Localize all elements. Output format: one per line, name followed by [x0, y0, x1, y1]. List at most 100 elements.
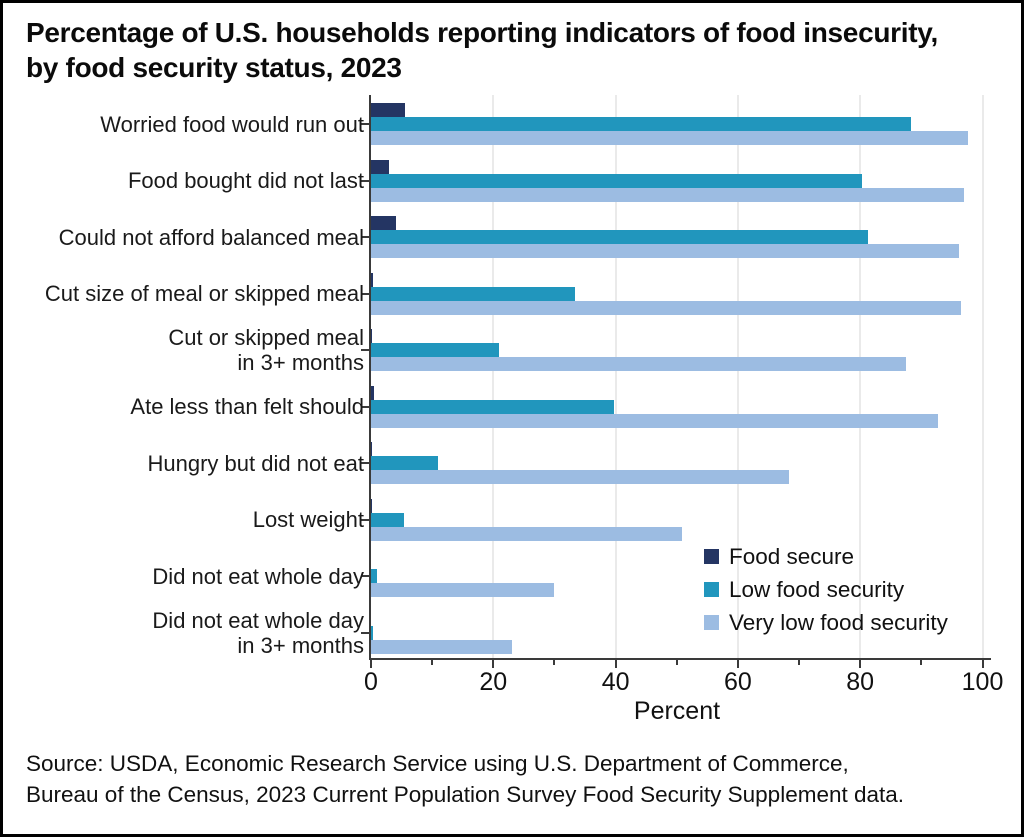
legend-item-low-food-security: Low food security: [704, 573, 948, 606]
category-label-line: Lost weight: [252, 507, 364, 532]
y-tick: [361, 518, 370, 521]
y-tick: [361, 462, 370, 464]
gridline-100: [981, 95, 984, 658]
x-tick-40: [614, 660, 617, 668]
y-tick: [361, 179, 370, 182]
y-tick: [361, 123, 370, 125]
x-minor-tick-30: [553, 660, 556, 665]
x-tick-label-60: 60: [723, 668, 752, 696]
bar-low-food-security-cut-size-of-meal-or-skipped-meal: [371, 286, 576, 301]
bar-very-low-food-security-lost-weight: [371, 526, 683, 541]
category-label-line: in 3+ months: [237, 350, 364, 375]
legend-swatch: [704, 549, 719, 564]
bar-chart: Worried food would run out Food bought di…: [3, 3, 1024, 837]
gridline-40: [614, 95, 617, 658]
bar-food-secure-cut-size-of-meal-or-skipped-meal: [371, 272, 373, 287]
category-label: Cut size of meal or skipped meal: [4, 281, 364, 306]
category-label: Did not eat whole day: [4, 564, 364, 589]
legend-swatch: [704, 582, 719, 597]
x-tick-label-20: 20: [479, 668, 508, 696]
bar-low-food-security-cut-or-skipped-meal: [371, 343, 499, 357]
bar-food-secure-lost-weight: [371, 498, 372, 513]
x-minor-tick-70: [798, 660, 801, 665]
legend-label: Very low food security: [729, 609, 948, 635]
bar-very-low-food-security-food-bought-did-not-last: [371, 187, 965, 202]
bar-low-food-security-did-not-eat-whole-day: [371, 569, 377, 583]
legend: Food secure Low food security Very low foo…: [704, 540, 948, 639]
y-axis-line: [369, 95, 371, 660]
bar-very-low-food-security-did-not-eat-whole-day: [371, 639, 513, 654]
gridline-60: [736, 95, 739, 658]
category-label: Worried food would run out: [4, 112, 364, 137]
bar-low-food-security-lost-weight: [371, 512, 405, 527]
bar-low-food-security-worried-food-would-run-out: [371, 117, 911, 131]
category-label-line: Hungry but did not eat: [147, 450, 364, 476]
x-tick-0: [370, 660, 372, 668]
y-tick: [361, 575, 370, 577]
x-tick-label-40: 40: [601, 668, 630, 696]
category-label-line: in 3+ months: [237, 632, 364, 658]
category-label-line: Food bought did not last: [127, 168, 364, 193]
y-tick: [361, 349, 370, 351]
bar-food-secure-hungry-but-did-not-eat: [371, 442, 372, 456]
bar-very-low-food-security-worried-food-would-run-out: [371, 131, 969, 145]
category-label-line: Did not eat whole day: [152, 607, 364, 633]
x-minor-tick-50: [675, 660, 678, 665]
y-tick: [361, 292, 370, 295]
category-label-line: Ate less than felt should: [130, 394, 364, 419]
source-line1: Source: USDA, Economic Research Service …: [26, 751, 849, 776]
category-label: Lost weight: [4, 507, 364, 532]
category-label: Food bought did not last: [4, 168, 364, 193]
legend-label: Low food security: [729, 576, 905, 602]
source-line2: Bureau of the Census, 2023 Current Popul…: [26, 781, 905, 807]
bar-food-secure-worried-food-would-run-out: [371, 103, 405, 117]
bar-food-secure-food-bought-did-not-last: [371, 159, 390, 174]
bar-very-low-food-security-did-not-eat-whole-day: [371, 583, 555, 597]
x-tick-20: [492, 660, 495, 668]
bar-low-food-security-could-not-afford-balanced-meal: [371, 230, 868, 244]
category-label-line: Cut or skipped meal: [168, 325, 364, 350]
bar-food-secure-ate-less-than-felt-should: [371, 385, 375, 400]
bar-low-food-security-hungry-but-did-not-eat: [371, 456, 438, 470]
legend-item-food-secure: Food secure: [704, 540, 948, 573]
source-note: Source: USDA, Economic Research Service …: [26, 749, 1011, 810]
bar-very-low-food-security-hungry-but-did-not-eat: [371, 470, 789, 484]
bar-very-low-food-security-cut-size-of-meal-or-skipped-meal: [371, 300, 962, 315]
bar-food-secure-cut-or-skipped-meal: [371, 329, 372, 343]
bar-low-food-security-did-not-eat-whole-day: [371, 625, 374, 640]
x-tick-100: [981, 660, 984, 668]
chart-title-line2: by food security status, 2023: [26, 52, 402, 83]
legend-label: Food secure: [729, 543, 855, 569]
x-axis-line: [369, 658, 991, 660]
x-minor-tick-90: [920, 660, 923, 665]
bar-low-food-security-food-bought-did-not-last: [371, 173, 863, 188]
bar-very-low-food-security-could-not-afford-balanced-meal: [371, 244, 959, 258]
gridline-20: [492, 95, 495, 658]
category-label: Did not eat whole day in 3+ months: [4, 608, 364, 658]
x-tick-label-100: 100: [961, 668, 1004, 696]
gridline-80: [859, 95, 862, 658]
x-axis-title: Percent: [633, 697, 721, 725]
chart-title: Percentage of U.S. households reporting …: [26, 15, 1011, 85]
category-label-line: Cut size of meal or skipped meal: [44, 281, 364, 306]
y-tick: [361, 236, 370, 238]
x-minor-tick-10: [431, 660, 434, 665]
x-tick-80: [859, 660, 862, 668]
chart-title-line1: Percentage of U.S. households reporting …: [26, 17, 938, 48]
category-label: Cut or skipped meal in 3+ months: [4, 325, 364, 375]
x-tick-label-80: 80: [846, 668, 875, 696]
plot-area: Worried food would run out Food bought di…: [3, 3, 1024, 837]
category-label: Could not afford balanced meal: [4, 225, 364, 250]
category-label-line: Worried food would run out: [100, 111, 364, 137]
legend-item-very-low-food-security: Very low food security: [704, 606, 948, 639]
category-label: Hungry but did not eat: [4, 451, 364, 476]
bar-very-low-food-security-ate-less-than-felt-should: [371, 413, 939, 428]
x-tick-label-0: 0: [364, 668, 378, 696]
category-label: Ate less than felt should: [4, 394, 364, 419]
category-label-line: Could not afford balanced meal: [58, 224, 364, 250]
y-tick: [361, 405, 370, 408]
bar-very-low-food-security-cut-or-skipped-meal: [371, 357, 907, 371]
bar-food-secure-could-not-afford-balanced-meal: [371, 216, 397, 230]
x-tick-60: [736, 660, 739, 668]
